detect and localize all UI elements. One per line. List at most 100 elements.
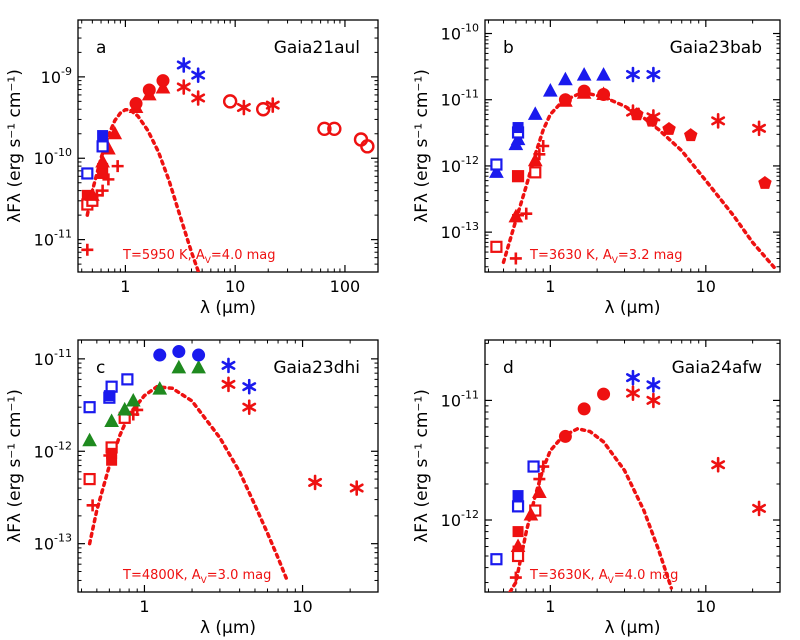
red-star-marker bbox=[265, 97, 280, 113]
blue-circle-marker bbox=[153, 348, 167, 362]
plot-area bbox=[489, 66, 778, 271]
blue-triangle-marker bbox=[596, 67, 611, 81]
red-square-marker bbox=[511, 549, 525, 563]
x-tick-label: 1 bbox=[120, 277, 130, 296]
blue-square-marker bbox=[96, 140, 109, 153]
blue-triangle-marker bbox=[558, 71, 573, 86]
y-tick-label: 10-13 bbox=[441, 220, 479, 242]
red-triangle-marker bbox=[107, 125, 123, 140]
red-triangle-marker bbox=[532, 484, 547, 498]
red-triangle-marker bbox=[85, 187, 100, 201]
red-star-marker bbox=[752, 500, 767, 517]
plot-area bbox=[490, 369, 767, 592]
red-triangle-marker bbox=[508, 208, 524, 223]
panel-c: 1 10 10-13 10-12 10-11 c Gaia23dhi T=4800K, AV=… bbox=[5, 339, 379, 638]
y-tick-label: 10-10 bbox=[441, 22, 479, 44]
red-plus-marker bbox=[111, 160, 124, 173]
red-square-marker bbox=[106, 447, 118, 459]
plot-area bbox=[82, 345, 364, 583]
blue-circle-marker bbox=[172, 345, 186, 359]
blue-square-marker bbox=[527, 460, 540, 473]
red-plus-marker bbox=[86, 499, 99, 512]
x-tick-label: 1 bbox=[545, 277, 555, 296]
green-triangle-marker bbox=[171, 359, 187, 374]
y-tick-label: 10-12 bbox=[441, 508, 479, 530]
red-star-marker bbox=[646, 109, 661, 125]
y-tick-label: 10-10 bbox=[34, 146, 72, 168]
blue-star-marker bbox=[191, 67, 206, 83]
red-star-marker bbox=[626, 385, 640, 401]
green-triangle-marker bbox=[125, 392, 141, 407]
y-tick-label: 10-11 bbox=[34, 228, 72, 250]
red-pentagon-marker bbox=[662, 121, 676, 135]
y-tick-label: 10-12 bbox=[34, 439, 72, 461]
red-square-marker bbox=[490, 240, 503, 253]
red-star-marker bbox=[221, 376, 236, 393]
red-star-marker bbox=[711, 113, 726, 129]
x-tick-label: 10 bbox=[696, 597, 716, 616]
x-tick-label: 10 bbox=[225, 277, 245, 296]
red-circle-marker bbox=[558, 93, 572, 107]
blue-star-marker bbox=[176, 57, 191, 73]
panel-d: 1 10 10-12 10-11 d Gaia24afw T=3630K, AV=4.0 m… bbox=[412, 339, 781, 638]
red-plus-marker bbox=[509, 571, 522, 584]
blue-square-marker bbox=[103, 390, 115, 402]
y-tick-label: 10-11 bbox=[34, 347, 72, 369]
red-star-marker bbox=[626, 104, 640, 120]
red-star-marker bbox=[752, 120, 767, 137]
green-triangle-marker bbox=[152, 381, 168, 395]
fit-annotation: T=4800K, AV=3.0 mag bbox=[122, 568, 271, 586]
red-star-marker bbox=[176, 79, 191, 95]
blue-square-marker bbox=[512, 122, 524, 134]
panel-b: 1 10 10-13 10-12 10-11 10-10 b Gaia23bab T=3630 … bbox=[412, 19, 781, 318]
blue-triangle-marker bbox=[527, 106, 543, 120]
red-plus-marker bbox=[533, 473, 546, 486]
axes-frame bbox=[484, 339, 781, 593]
panel-letter: c bbox=[96, 358, 105, 378]
green-triangle-marker bbox=[117, 401, 133, 416]
green-triangle-marker bbox=[191, 359, 206, 374]
red-circle-marker bbox=[597, 87, 611, 101]
plot-area bbox=[81, 57, 375, 272]
panel-title: Gaia23bab bbox=[670, 38, 762, 58]
blue-star-marker bbox=[626, 369, 640, 386]
red-star-marker bbox=[242, 399, 257, 415]
y-axis-label: λFλ (erg s⁻¹ cm⁻¹) bbox=[412, 69, 432, 223]
blue-square-marker bbox=[97, 130, 109, 142]
red-circle-marker bbox=[558, 429, 572, 443]
blue-triangle-marker bbox=[542, 83, 558, 97]
y-tick-label: 10-9 bbox=[41, 65, 72, 87]
red-triangle-marker bbox=[510, 538, 526, 553]
panel-letter: d bbox=[503, 358, 514, 378]
model-fit-curve bbox=[501, 92, 778, 271]
red-square-marker bbox=[529, 166, 542, 179]
green-triangle-marker bbox=[82, 432, 97, 447]
x-tick-label: 1 bbox=[545, 597, 555, 616]
x-axis-label: λ (μm) bbox=[200, 298, 256, 318]
red-star-marker bbox=[236, 99, 251, 116]
red-pentagon-marker bbox=[684, 128, 698, 142]
blue-square-marker bbox=[81, 167, 94, 180]
red-star-marker bbox=[711, 456, 726, 473]
axes-frame bbox=[77, 19, 379, 273]
red-circle-marker bbox=[317, 121, 332, 137]
red-circle-marker bbox=[142, 83, 156, 97]
y-tick-label: 10-12 bbox=[441, 154, 479, 176]
red-triangle-marker bbox=[523, 507, 539, 521]
x-tick-label: 100 bbox=[330, 277, 361, 296]
red-plus-marker bbox=[81, 243, 94, 256]
panel-title: Gaia24afw bbox=[672, 358, 762, 378]
blue-square-marker bbox=[121, 373, 134, 386]
y-tick-label: 10-13 bbox=[34, 532, 72, 554]
red-star-marker bbox=[646, 392, 661, 409]
blue-triangle-marker bbox=[489, 164, 504, 178]
red-triangle-marker bbox=[527, 152, 543, 167]
blue-square-marker bbox=[512, 490, 524, 502]
y-axis-label: λFλ (erg s⁻¹ cm⁻¹) bbox=[5, 69, 25, 223]
panel-letter: a bbox=[96, 38, 106, 58]
red-plus-marker bbox=[520, 207, 533, 220]
blue-star-marker bbox=[646, 66, 661, 83]
y-axis-label: λFλ (erg s⁻¹ cm⁻¹) bbox=[5, 389, 25, 543]
y-axis-label: λFλ (erg s⁻¹ cm⁻¹) bbox=[412, 389, 432, 543]
